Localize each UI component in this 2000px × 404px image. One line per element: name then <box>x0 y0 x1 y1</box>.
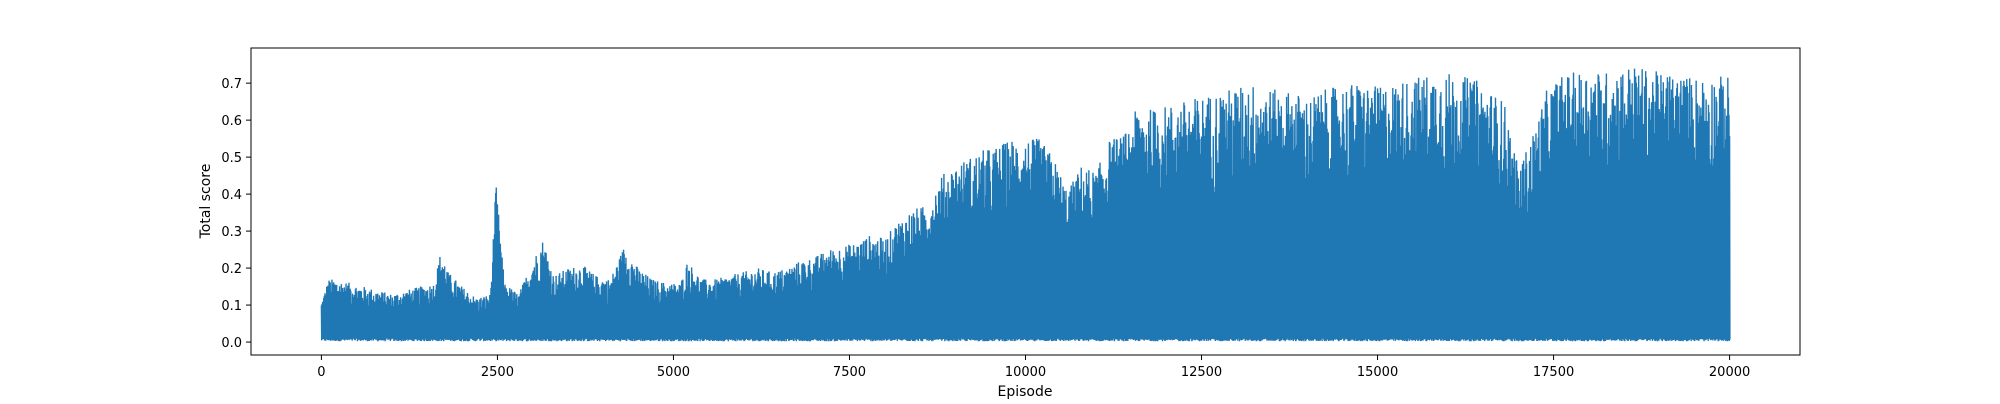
y-axis: 0.0 0.1 0.2 0.3 0.4 0.5 0.6 0.7 <box>221 77 251 351</box>
y-tick-label: 0.1 <box>221 299 242 314</box>
y-tick-label: 0.7 <box>221 77 242 92</box>
y-tick-label: 0.3 <box>221 225 242 240</box>
x-tick-label: 17500 <box>1533 365 1574 380</box>
y-tick-label: 0.4 <box>221 188 242 203</box>
x-tick-label: 0 <box>317 365 325 380</box>
series-line <box>320 68 1731 342</box>
plot-area <box>320 68 1731 342</box>
x-tick-label: 20000 <box>1709 365 1750 380</box>
x-tick-label: 12500 <box>1181 365 1222 380</box>
x-tick-label: 5000 <box>657 365 690 380</box>
x-axis: 0 2500 5000 7500 10000 12500 15000 17500 20000 <box>317 355 1750 380</box>
y-tick-label: 0.2 <box>221 262 242 277</box>
y-tick-label: 0.5 <box>221 151 242 166</box>
x-tick-label: 7500 <box>833 365 866 380</box>
x-axis-label: Episode <box>998 384 1053 400</box>
y-axis-label: Total score <box>198 164 214 240</box>
x-tick-label: 10000 <box>1005 365 1046 380</box>
y-tick-label: 0.0 <box>221 336 242 351</box>
x-tick-label: 15000 <box>1357 365 1398 380</box>
y-tick-label: 0.6 <box>221 114 242 129</box>
x-tick-label: 2500 <box>481 365 514 380</box>
